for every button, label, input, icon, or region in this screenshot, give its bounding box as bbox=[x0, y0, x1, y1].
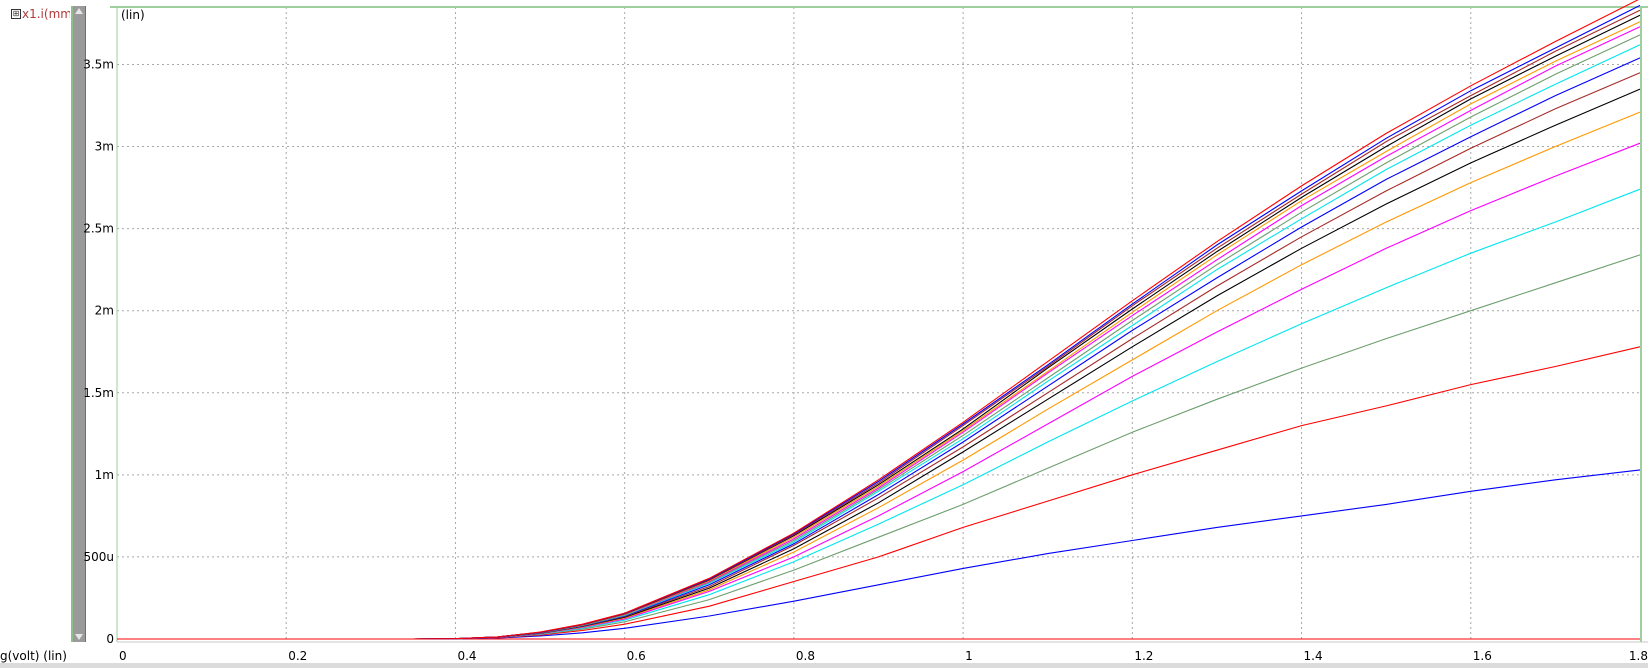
y-tick-labels: 0 500u 1m 1.5m 2m 2.5m 3m 3.5m bbox=[83, 57, 114, 646]
x-tick-label: 0.4 bbox=[457, 649, 476, 663]
y-tick-label: 1.5m bbox=[83, 386, 114, 400]
series-line-2[interactable] bbox=[413, 346, 1641, 640]
x-tick-label: 0.2 bbox=[288, 649, 307, 663]
y-tick-label: 500u bbox=[83, 550, 114, 564]
signal-list-panel: ⊞ x1.i(mm bbox=[0, 0, 72, 642]
y-tick-label: 3m bbox=[95, 140, 114, 154]
x-tick-label: 1.2 bbox=[1134, 649, 1153, 663]
x-tick-label: 0.6 bbox=[627, 649, 646, 663]
bottom-scrollbar[interactable] bbox=[0, 663, 1648, 668]
x-tick-label: 1.8 bbox=[1629, 649, 1648, 663]
y-tick-label: 2m bbox=[95, 304, 114, 318]
series-line-1[interactable] bbox=[413, 469, 1641, 640]
x-axis-title: g(volt) (lin) bbox=[0, 649, 67, 663]
x-tick-label: 1 bbox=[965, 649, 973, 663]
x-tick-label: 1.4 bbox=[1304, 649, 1323, 663]
x-tick-label: 0.8 bbox=[796, 649, 815, 663]
x-tick-label: 0 bbox=[119, 649, 127, 663]
y-tick-label: 3.5m bbox=[83, 57, 114, 71]
series-group bbox=[117, 0, 1641, 640]
plot-frame bbox=[110, 6, 1648, 643]
expand-toggle-icon[interactable]: ⊞ bbox=[11, 9, 21, 19]
x-tick-labels: 0 0.2 0.4 0.6 0.8 1 1.2 1.4 1.6 1.8 bbox=[119, 649, 1648, 663]
series-line-17[interactable] bbox=[413, 0, 1640, 640]
x-tick-label: 1.6 bbox=[1473, 649, 1492, 663]
y-tick-label: 1m bbox=[95, 468, 114, 482]
scroll-up-arrow-icon[interactable] bbox=[75, 8, 83, 14]
y-tick-label: 0 bbox=[106, 632, 114, 646]
scroll-down-arrow-icon[interactable] bbox=[75, 634, 83, 640]
y-tick-label: 2.5m bbox=[83, 222, 114, 236]
y-unit-label: (lin) bbox=[121, 8, 145, 22]
panel-splitter[interactable] bbox=[71, 6, 86, 642]
signal-label[interactable]: x1.i(mm bbox=[22, 7, 70, 21]
plot-area[interactable] bbox=[117, 7, 1640, 639]
